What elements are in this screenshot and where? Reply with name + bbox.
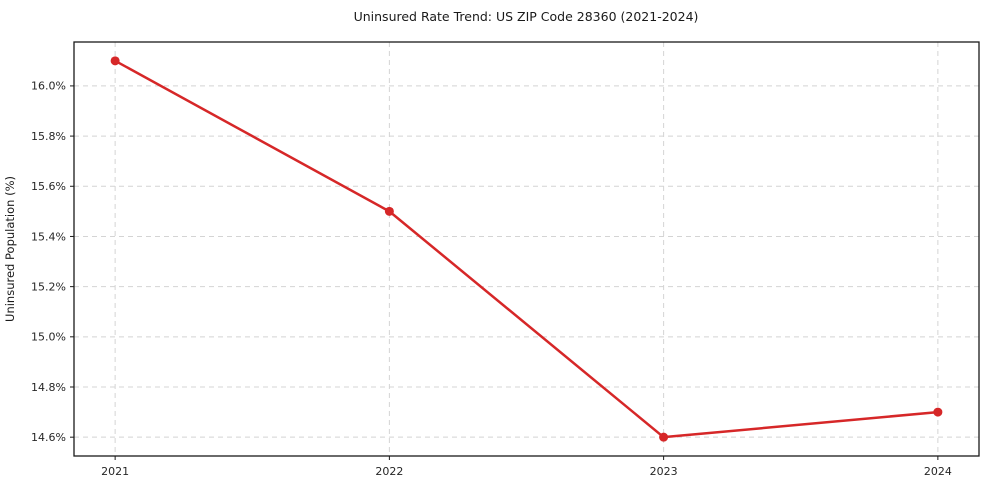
x-tick-label: 2024 xyxy=(924,465,952,478)
plot-border xyxy=(73,41,980,457)
y-tick-label: 15.0% xyxy=(31,331,66,344)
tick-layer: 14.6% 14.8% 15.0% 15.2% 15.4% 15.6% 15.8% 16.0%… xyxy=(31,80,952,478)
chart-title: Uninsured Rate Trend: US ZIP Code 28360 … xyxy=(354,9,699,24)
data-point-marker xyxy=(933,407,943,417)
y-tick-label: 16.0% xyxy=(31,80,66,93)
y-tick-label: 14.8% xyxy=(31,381,66,394)
x-tick-label: 2023 xyxy=(650,465,678,478)
data-point-marker xyxy=(659,432,669,442)
y-tick-label: 15.8% xyxy=(31,130,66,143)
grid-layer xyxy=(74,42,979,456)
data-point-marker xyxy=(384,206,394,216)
x-tick-label: 2021 xyxy=(101,465,129,478)
y-tick-label: 15.2% xyxy=(31,280,66,293)
y-tick-label: 14.6% xyxy=(31,431,66,444)
series-layer xyxy=(110,56,943,442)
y-axis-label: Uninsured Population (%) xyxy=(3,176,17,322)
x-tick-label: 2022 xyxy=(375,465,403,478)
y-tick-label: 15.4% xyxy=(31,230,66,243)
y-tick-label: 15.6% xyxy=(31,180,66,193)
trend-line xyxy=(113,59,940,439)
data-point-marker xyxy=(110,56,120,66)
